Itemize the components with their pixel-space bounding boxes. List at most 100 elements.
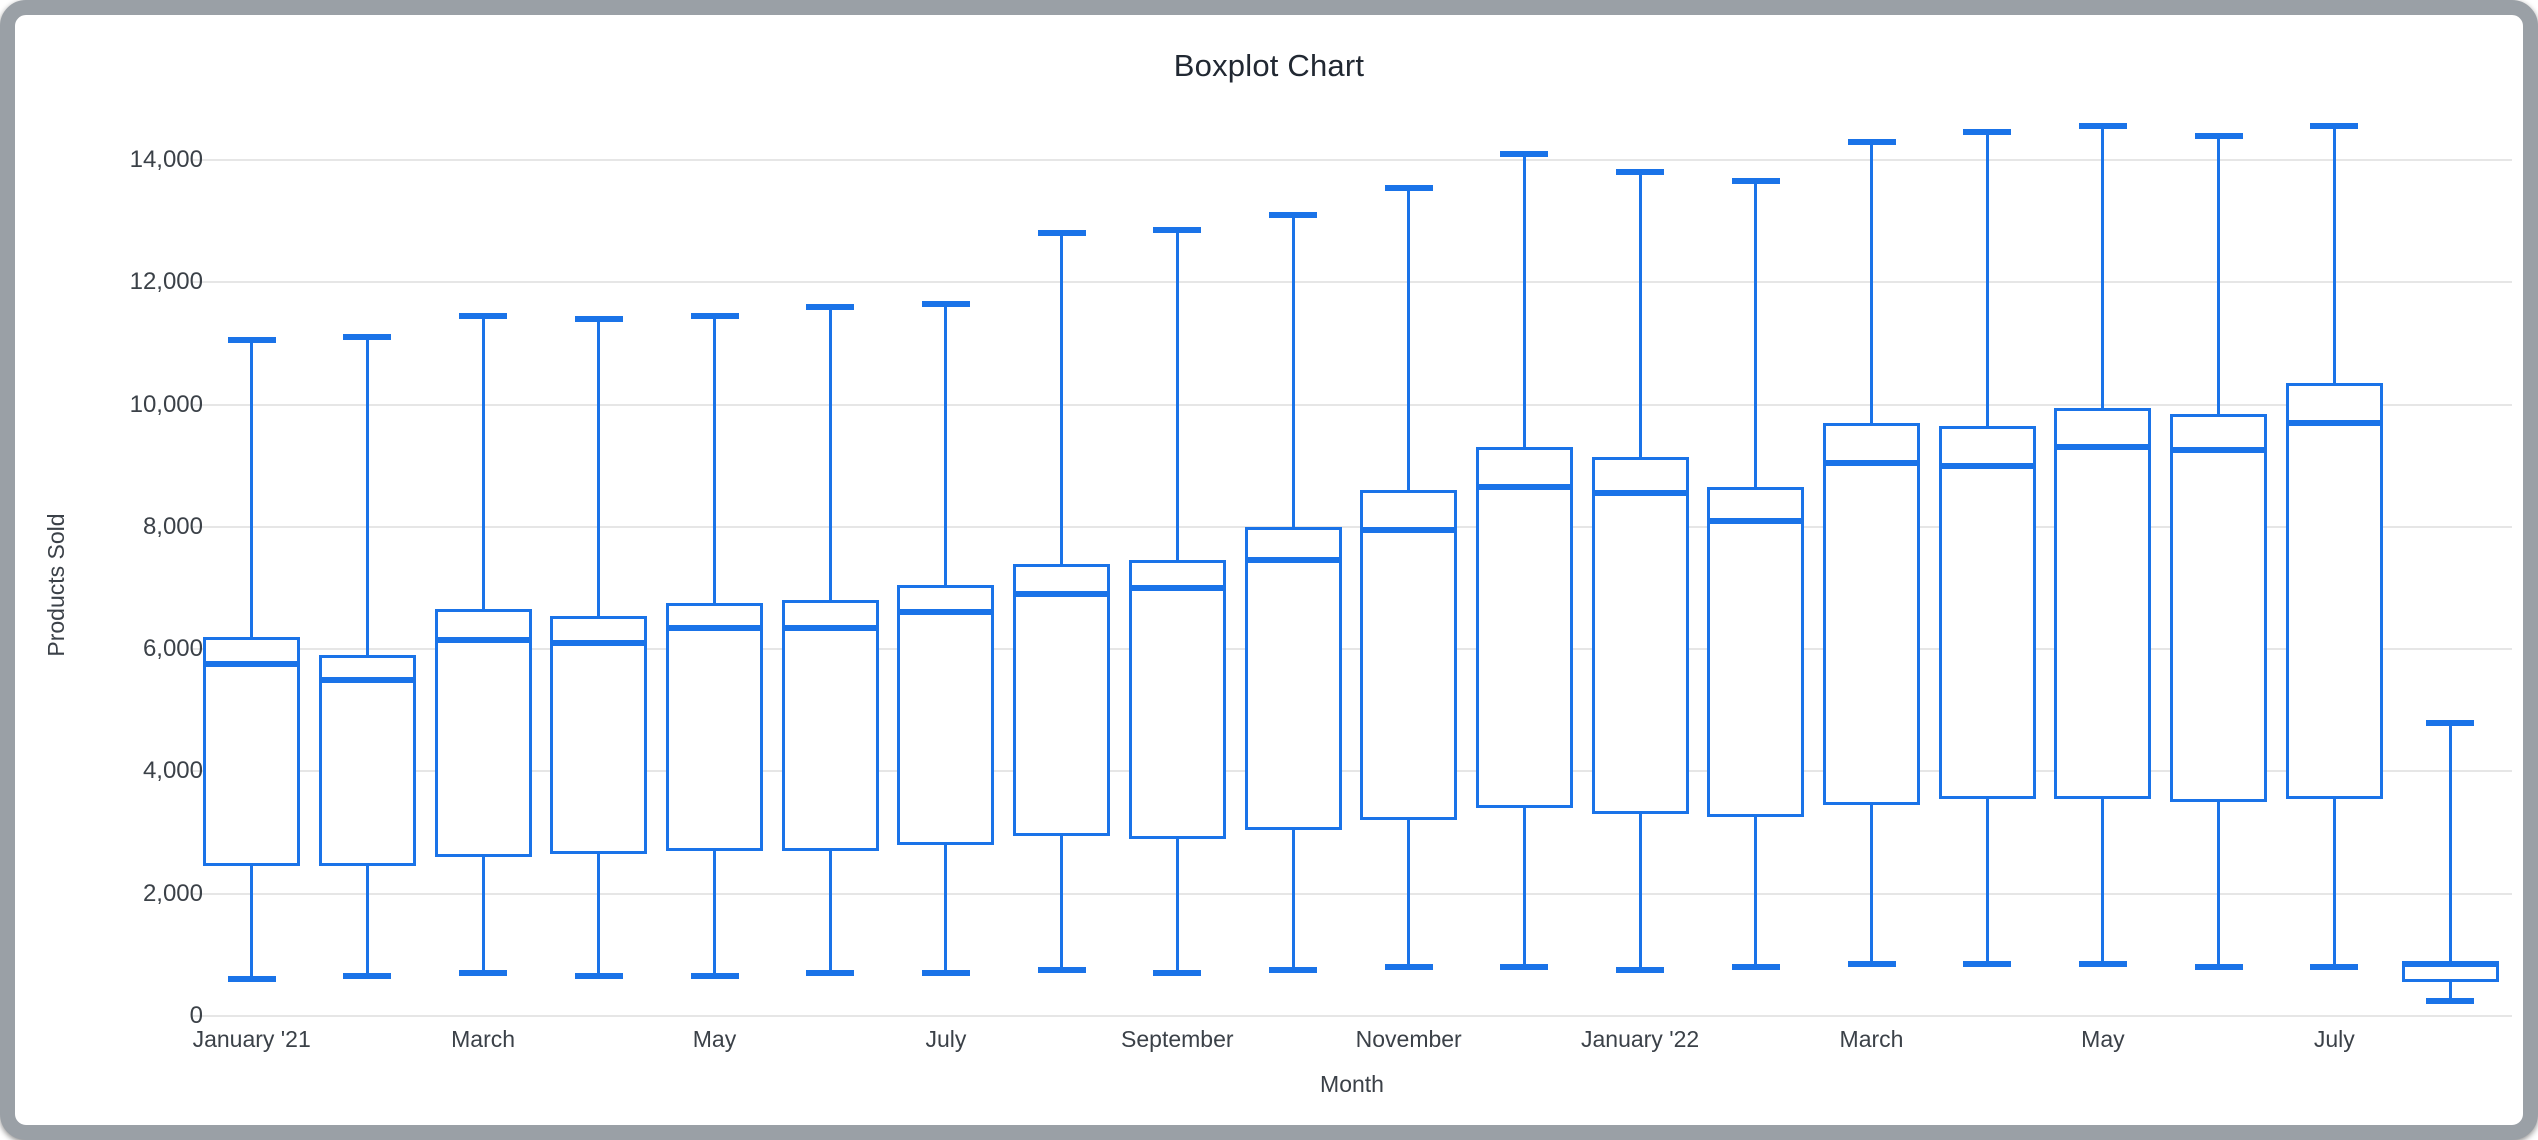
iqr-box: [1013, 563, 1111, 836]
upper-whisker-cap: [690, 312, 739, 319]
gridline: [193, 403, 2512, 406]
upper-whisker-stem: [1985, 132, 1989, 426]
median-line: [318, 676, 416, 683]
upper-whisker-cap: [1847, 138, 1896, 145]
iqr-box: [1707, 487, 1805, 818]
gridline: [193, 892, 2512, 895]
lower-whisker-stem: [2332, 798, 2336, 968]
median-line: [2054, 444, 2152, 451]
gridline: [193, 648, 2512, 651]
lower-whisker-stem: [713, 850, 716, 977]
lower-whisker-stem: [2217, 802, 2221, 968]
lower-whisker-stem: [1291, 829, 1295, 971]
upper-whisker-cap: [1616, 169, 1665, 176]
upper-whisker-stem: [1175, 230, 1179, 561]
iqr-box: [318, 655, 416, 867]
lower-whisker-stem: [597, 853, 601, 977]
upper-whisker-cap: [2310, 123, 2359, 130]
upper-whisker-stem: [828, 306, 832, 601]
iqr-box: [1360, 490, 1458, 821]
upper-whisker-cap: [2194, 132, 2243, 139]
upper-whisker-cap: [1269, 212, 1317, 219]
median-line: [1128, 585, 1226, 591]
x-axis-title: Month: [1320, 1071, 1384, 1097]
lower-whisker-cap: [690, 973, 739, 980]
median-line: [2170, 447, 2268, 454]
lower-whisker-stem: [1522, 808, 1526, 968]
x-tick-label: May: [692, 1026, 737, 1052]
upper-whisker-cap: [459, 312, 508, 319]
lower-whisker-stem: [1407, 820, 1411, 968]
upper-whisker-stem: [713, 315, 716, 604]
median-line: [1360, 526, 1458, 533]
x-tick-label: January '21: [192, 1026, 311, 1052]
median-line: [666, 624, 763, 631]
upper-whisker-cap: [1384, 184, 1433, 191]
gridline: [193, 159, 2512, 161]
upper-whisker-cap: [1500, 150, 1549, 157]
upper-whisker-cap: [921, 300, 970, 307]
lower-whisker-cap: [1500, 964, 1549, 971]
lower-whisker-stem: [2448, 982, 2452, 1001]
gridline: [193, 281, 2512, 284]
iqr-box: [781, 600, 879, 851]
iqr-box: [1938, 425, 2036, 799]
lower-whisker-cap: [806, 970, 855, 977]
upper-whisker-stem: [481, 315, 485, 610]
y-tick-label: 10,000: [129, 390, 203, 418]
median-line: [1013, 591, 1111, 598]
upper-whisker-stem: [1754, 181, 1758, 488]
iqr-box: [1128, 560, 1226, 839]
upper-whisker-stem: [1870, 141, 1873, 423]
upper-whisker-stem: [597, 318, 601, 616]
iqr-box: [2054, 407, 2152, 799]
upper-whisker-cap: [1037, 230, 1086, 237]
upper-whisker-cap: [227, 337, 276, 344]
upper-whisker-stem: [2448, 722, 2452, 961]
iqr-box: [2170, 413, 2268, 802]
x-tick-label: July: [925, 1026, 967, 1052]
y-tick-label: 6,000: [142, 635, 203, 663]
median-line: [1823, 459, 1920, 466]
lower-whisker-stem: [365, 866, 369, 977]
iqr-box: [666, 603, 763, 851]
lower-whisker-cap: [2194, 964, 2243, 971]
x-tick-label: July: [2313, 1026, 2355, 1052]
lower-whisker-cap: [343, 973, 392, 980]
lower-whisker-stem: [1175, 838, 1179, 974]
iqr-box: [1591, 456, 1689, 815]
lower-whisker-cap: [1037, 967, 1086, 974]
upper-whisker-cap: [1731, 178, 1780, 185]
lower-whisker-stem: [944, 844, 948, 974]
lower-whisker-cap: [1384, 964, 1433, 971]
y-axis-title: Products Sold: [43, 513, 69, 657]
lower-whisker-cap: [574, 973, 623, 980]
median-line: [1244, 557, 1342, 564]
lower-whisker-cap: [2078, 961, 2127, 968]
upper-whisker-cap: [1963, 129, 2012, 136]
median-line: [2285, 419, 2383, 426]
upper-whisker-stem: [1291, 215, 1295, 527]
upper-whisker-cap: [2078, 123, 2127, 130]
iqr-box: [1823, 422, 1920, 806]
gridline: [193, 1015, 2512, 1017]
lower-whisker-cap: [227, 976, 276, 983]
iqr-box: [2285, 383, 2383, 799]
iqr-box: [550, 615, 648, 854]
iqr-box: [434, 609, 532, 858]
lower-whisker-stem: [1870, 805, 1873, 965]
y-tick-label: 8,000: [142, 512, 203, 540]
lower-whisker-cap: [1616, 967, 1665, 974]
median-line: [897, 609, 995, 616]
upper-whisker-cap: [2426, 719, 2474, 726]
lower-whisker-stem: [250, 866, 254, 980]
iqr-box: [203, 636, 301, 867]
gridline: [193, 525, 2512, 528]
lower-whisker-stem: [1754, 817, 1758, 968]
upper-whisker-stem: [2217, 135, 2221, 414]
upper-whisker-cap: [806, 303, 855, 310]
median-line: [203, 661, 301, 668]
lower-whisker-stem: [481, 857, 485, 974]
iqr-box: [897, 584, 995, 845]
